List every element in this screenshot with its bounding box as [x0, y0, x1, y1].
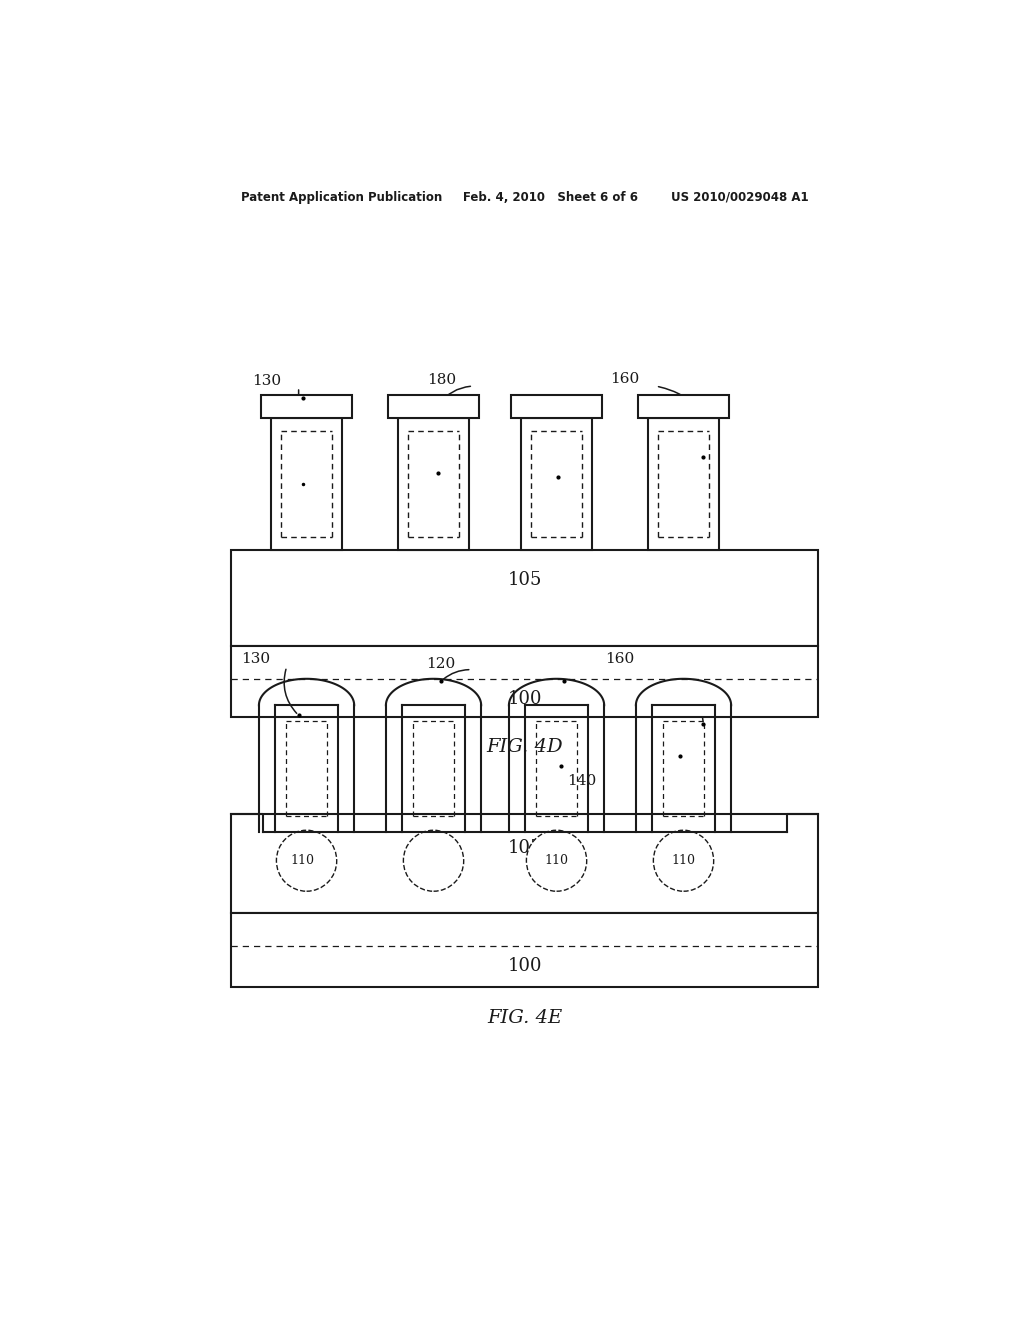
Bar — [231, 549, 818, 647]
FancyArrowPatch shape — [658, 387, 706, 454]
Text: FIG. 4D: FIG. 4D — [486, 738, 563, 756]
Ellipse shape — [276, 830, 337, 891]
Bar — [231, 647, 818, 718]
Bar — [648, 417, 719, 549]
Bar — [388, 395, 479, 417]
Bar — [397, 417, 469, 549]
Text: 130: 130 — [241, 652, 270, 667]
Bar — [521, 417, 592, 549]
Bar — [231, 912, 818, 987]
Text: 110: 110 — [291, 854, 314, 867]
Ellipse shape — [526, 830, 587, 891]
FancyArrowPatch shape — [651, 667, 703, 722]
Bar — [270, 417, 342, 549]
Text: 160: 160 — [610, 372, 639, 385]
Bar — [638, 395, 729, 417]
Text: 100: 100 — [508, 690, 542, 708]
Ellipse shape — [653, 830, 714, 891]
Bar — [261, 395, 352, 417]
Text: 105: 105 — [508, 572, 542, 589]
Text: 140: 140 — [567, 774, 596, 788]
Ellipse shape — [403, 830, 464, 891]
Bar — [511, 395, 602, 417]
Text: 130: 130 — [252, 374, 282, 388]
Text: 180: 180 — [427, 374, 457, 387]
Text: Patent Application Publication     Feb. 4, 2010   Sheet 6 of 6        US 2010/00: Patent Application Publication Feb. 4, 2… — [241, 191, 809, 203]
Text: FIG. 4E: FIG. 4E — [487, 1008, 562, 1027]
Text: 160: 160 — [605, 652, 634, 667]
Text: 110: 110 — [545, 854, 568, 867]
Text: 110: 110 — [672, 854, 695, 867]
Text: 140: 140 — [564, 486, 594, 500]
Text: 100: 100 — [508, 957, 542, 975]
Text: 120: 120 — [427, 656, 456, 671]
Bar — [231, 814, 818, 912]
Text: 105: 105 — [508, 838, 542, 857]
